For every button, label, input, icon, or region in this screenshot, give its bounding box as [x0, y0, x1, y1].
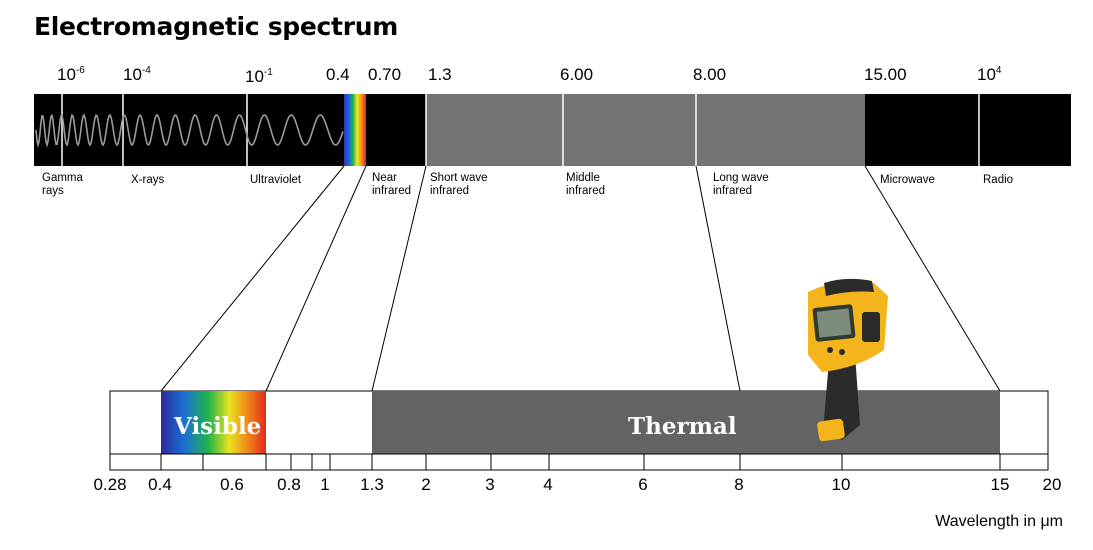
- wave-line: [35, 113, 344, 149]
- spectrum-bar: [34, 94, 1071, 166]
- band-label: Radio: [983, 174, 1013, 186]
- projection-lines: [160, 165, 1001, 392]
- scale-strip: [109, 453, 1049, 471]
- spectrum-tick: 15.00: [864, 65, 907, 84]
- spectrum-tick-labels: 10-6 10-4 10-1 0.4 0.70 1.3 6.00 8.00 15…: [57, 65, 1002, 86]
- page-title: Electromagnetic spectrum: [34, 12, 398, 41]
- band-label: Short wave infrared: [430, 172, 488, 197]
- band-label: Long wave infrared: [713, 172, 769, 197]
- scale-tick-label: 0.4: [148, 475, 172, 494]
- band-label: Gamma rays: [42, 172, 84, 197]
- scale-tick-label: 0.8: [277, 475, 301, 494]
- scale-tick-labels: 0.28 0.4 0.6 0.8 1 1.3 2 3 4 6 8 10 15 20: [93, 475, 1061, 494]
- spectrum-black-right: [865, 94, 1071, 166]
- band-label: Near infrared: [372, 172, 411, 197]
- spectrum-tick: 8.00: [693, 65, 726, 84]
- scale-tick-label: 8: [734, 475, 743, 494]
- scale-tick-label: 2: [421, 475, 430, 494]
- spectrum-tick: 10-6: [57, 65, 85, 84]
- scale-tick-label: 1: [320, 475, 329, 494]
- spectrum-visible-strip: [344, 94, 366, 166]
- spectrum-tick: 10-1: [245, 67, 273, 86]
- scale-tick-label: 0.28: [93, 475, 126, 494]
- spectrum-tick: 104: [977, 65, 1002, 84]
- band-label: Ultraviolet: [250, 174, 302, 186]
- scale-tick-label: 6: [638, 475, 647, 494]
- band-label: Microwave: [880, 174, 935, 186]
- spectrum-dividers: [61, 94, 980, 166]
- scale-tick-label: 4: [543, 475, 552, 494]
- scale-tick-label: 0.6: [220, 475, 244, 494]
- thermal-label: Thermal: [628, 413, 737, 440]
- spectrum-tick: 1.3: [428, 65, 452, 84]
- scale-tick-label: 3: [485, 475, 494, 494]
- spectrum-black-left: [34, 94, 344, 166]
- scale-tick-label: 10: [832, 475, 851, 494]
- scale-ticks: [109, 454, 1049, 470]
- scale-tick-label: 1.3: [360, 475, 384, 494]
- visible-label: Visible: [173, 413, 261, 440]
- spectrum-tick: 6.00: [560, 65, 593, 84]
- band-labels: Gamma rays X-rays Ultraviolet Near infrare…: [42, 172, 1013, 197]
- band-label: Middle infrared: [566, 172, 605, 197]
- spectrum-tick: 0.70: [368, 65, 401, 84]
- spectrum-tick: 10-4: [123, 65, 151, 84]
- visible-region: [161, 391, 266, 454]
- spectrum-tick: 0.4: [326, 65, 350, 84]
- thermal-region: [372, 391, 1000, 454]
- thermal-camera-icon: [808, 278, 888, 442]
- band-label: X-rays: [131, 174, 164, 186]
- spectrum-near-infrared: [366, 94, 426, 166]
- wavelength-scale-bar: Visible Thermal 0.28 0.4 0.6 0.8 1 1.3 2 3 4 6 8 10…: [93, 390, 1061, 494]
- scale-tick-label: 15: [991, 475, 1010, 494]
- scale-tick-label: 20: [1043, 475, 1062, 494]
- spectrum-gray-infrared: [426, 94, 865, 166]
- wavelength-unit-label: Wavelength in μm: [935, 513, 1063, 530]
